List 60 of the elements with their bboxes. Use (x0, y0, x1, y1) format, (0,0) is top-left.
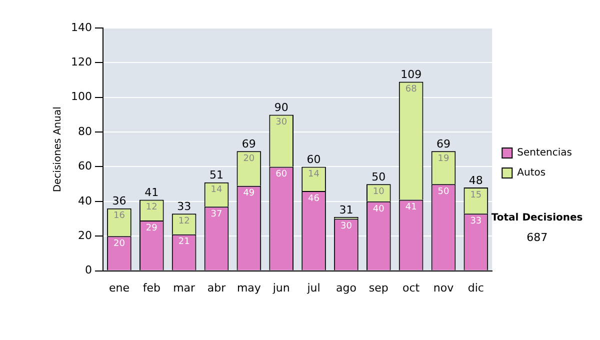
data-label: 33 (470, 216, 482, 226)
y-tick-label: 0 (84, 264, 92, 277)
total-label: 69 (242, 137, 256, 150)
data-label: 10 (372, 186, 385, 197)
total-label: 36 (112, 194, 126, 208)
y-tick-label: 20 (78, 228, 92, 242)
total-label: 90 (274, 101, 288, 114)
y-tick-label: 120 (70, 56, 92, 69)
x-tick-label: feb (142, 281, 160, 294)
data-label: 60 (276, 170, 288, 180)
data-label: 46 (308, 194, 320, 204)
x-tick-label: nov (433, 281, 454, 294)
data-label: 41 (405, 202, 417, 213)
data-label: 16 (113, 211, 126, 222)
x-tick-label: sep (368, 281, 388, 294)
x-tick-label: oct (402, 281, 420, 294)
y-axis-title: Decisiones Anual (52, 106, 64, 192)
data-label: 68 (405, 84, 418, 95)
total-label: 109 (400, 68, 422, 82)
legend-label: Sentencias (517, 148, 572, 159)
data-label: 14 (308, 170, 320, 180)
data-label: 12 (146, 202, 158, 213)
total-label: 51 (209, 168, 224, 182)
text: 687 (526, 230, 548, 244)
y-tick-label: 40 (78, 194, 92, 208)
data-label: 19 (438, 154, 450, 164)
x-tick-label: mar (173, 281, 196, 294)
total-label: 48 (468, 174, 483, 187)
data-label: 15 (470, 190, 482, 200)
data-label: 12 (178, 216, 190, 226)
legend-label: Autos (517, 168, 546, 179)
data-label: 40 (372, 204, 385, 214)
total-label: 31 (339, 203, 354, 216)
data-label: 14 (210, 185, 222, 196)
x-tick-label: dic (468, 281, 484, 294)
x-tick-label: abr (207, 281, 226, 294)
data-label: 20 (243, 154, 255, 164)
y-tick-label: 100 (70, 90, 92, 104)
x-tick-label: jun (272, 281, 290, 294)
y-tick-label: 80 (78, 124, 92, 138)
total-label: 69 (436, 137, 450, 150)
data-label: 20 (113, 238, 126, 249)
y-tick-label: 140 (70, 20, 92, 34)
total-label: 41 (144, 186, 159, 200)
data-label: 49 (243, 188, 255, 199)
x-tick-label: ago (336, 281, 357, 294)
data-label: 30 (276, 118, 288, 128)
data-label: 37 (210, 209, 222, 220)
y-tick-label: 60 (78, 160, 92, 173)
x-tick-label: ene (108, 281, 130, 294)
x-tick-label: jul (306, 281, 320, 294)
annotation: Total Decisiones (491, 212, 583, 224)
data-label: 21 (178, 237, 190, 248)
data-label: 50 (438, 186, 450, 197)
total-label: 60 (306, 153, 321, 166)
total-label: 33 (177, 200, 192, 213)
x-tick-label: may (236, 281, 262, 294)
data-label: 30 (340, 222, 352, 232)
total-label: 50 (372, 170, 386, 184)
data-label: 29 (146, 223, 158, 234)
